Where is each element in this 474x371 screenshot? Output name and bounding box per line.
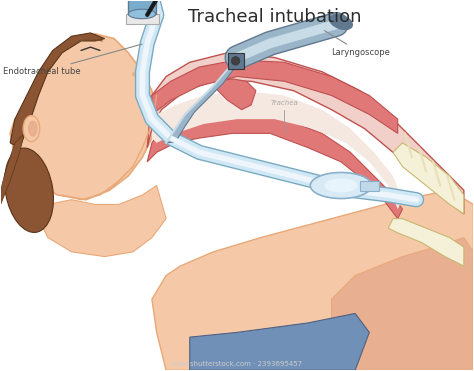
Polygon shape xyxy=(147,114,402,219)
Ellipse shape xyxy=(231,57,240,65)
Text: www.shutterstock.com · 2393695457: www.shutterstock.com · 2393695457 xyxy=(172,361,302,367)
Polygon shape xyxy=(0,134,24,204)
Text: Trachea: Trachea xyxy=(270,100,298,106)
Text: Cuff inflation tube: Cuff inflation tube xyxy=(0,370,1,371)
Bar xyxy=(128,0,156,14)
Ellipse shape xyxy=(329,14,352,29)
Polygon shape xyxy=(388,219,464,266)
Ellipse shape xyxy=(28,121,37,136)
Polygon shape xyxy=(393,143,464,214)
Polygon shape xyxy=(331,237,474,370)
Polygon shape xyxy=(10,33,105,148)
Text: Endotracheal tube: Endotracheal tube xyxy=(3,44,142,76)
Text: Laryngoscope: Laryngoscope xyxy=(324,30,391,57)
Bar xyxy=(360,181,379,191)
Polygon shape xyxy=(166,68,235,143)
Polygon shape xyxy=(38,186,166,257)
Ellipse shape xyxy=(128,9,156,19)
Polygon shape xyxy=(152,60,398,134)
Polygon shape xyxy=(190,313,369,370)
Ellipse shape xyxy=(324,178,357,193)
Ellipse shape xyxy=(23,116,40,142)
Bar xyxy=(126,14,159,24)
Text: Tracheal intubation: Tracheal intubation xyxy=(188,8,362,26)
Ellipse shape xyxy=(133,72,138,76)
Polygon shape xyxy=(213,79,256,110)
Ellipse shape xyxy=(5,148,54,233)
Polygon shape xyxy=(152,190,474,370)
Ellipse shape xyxy=(310,173,372,198)
Bar xyxy=(228,53,244,69)
Polygon shape xyxy=(152,91,402,209)
Polygon shape xyxy=(10,34,156,200)
Polygon shape xyxy=(147,53,464,214)
